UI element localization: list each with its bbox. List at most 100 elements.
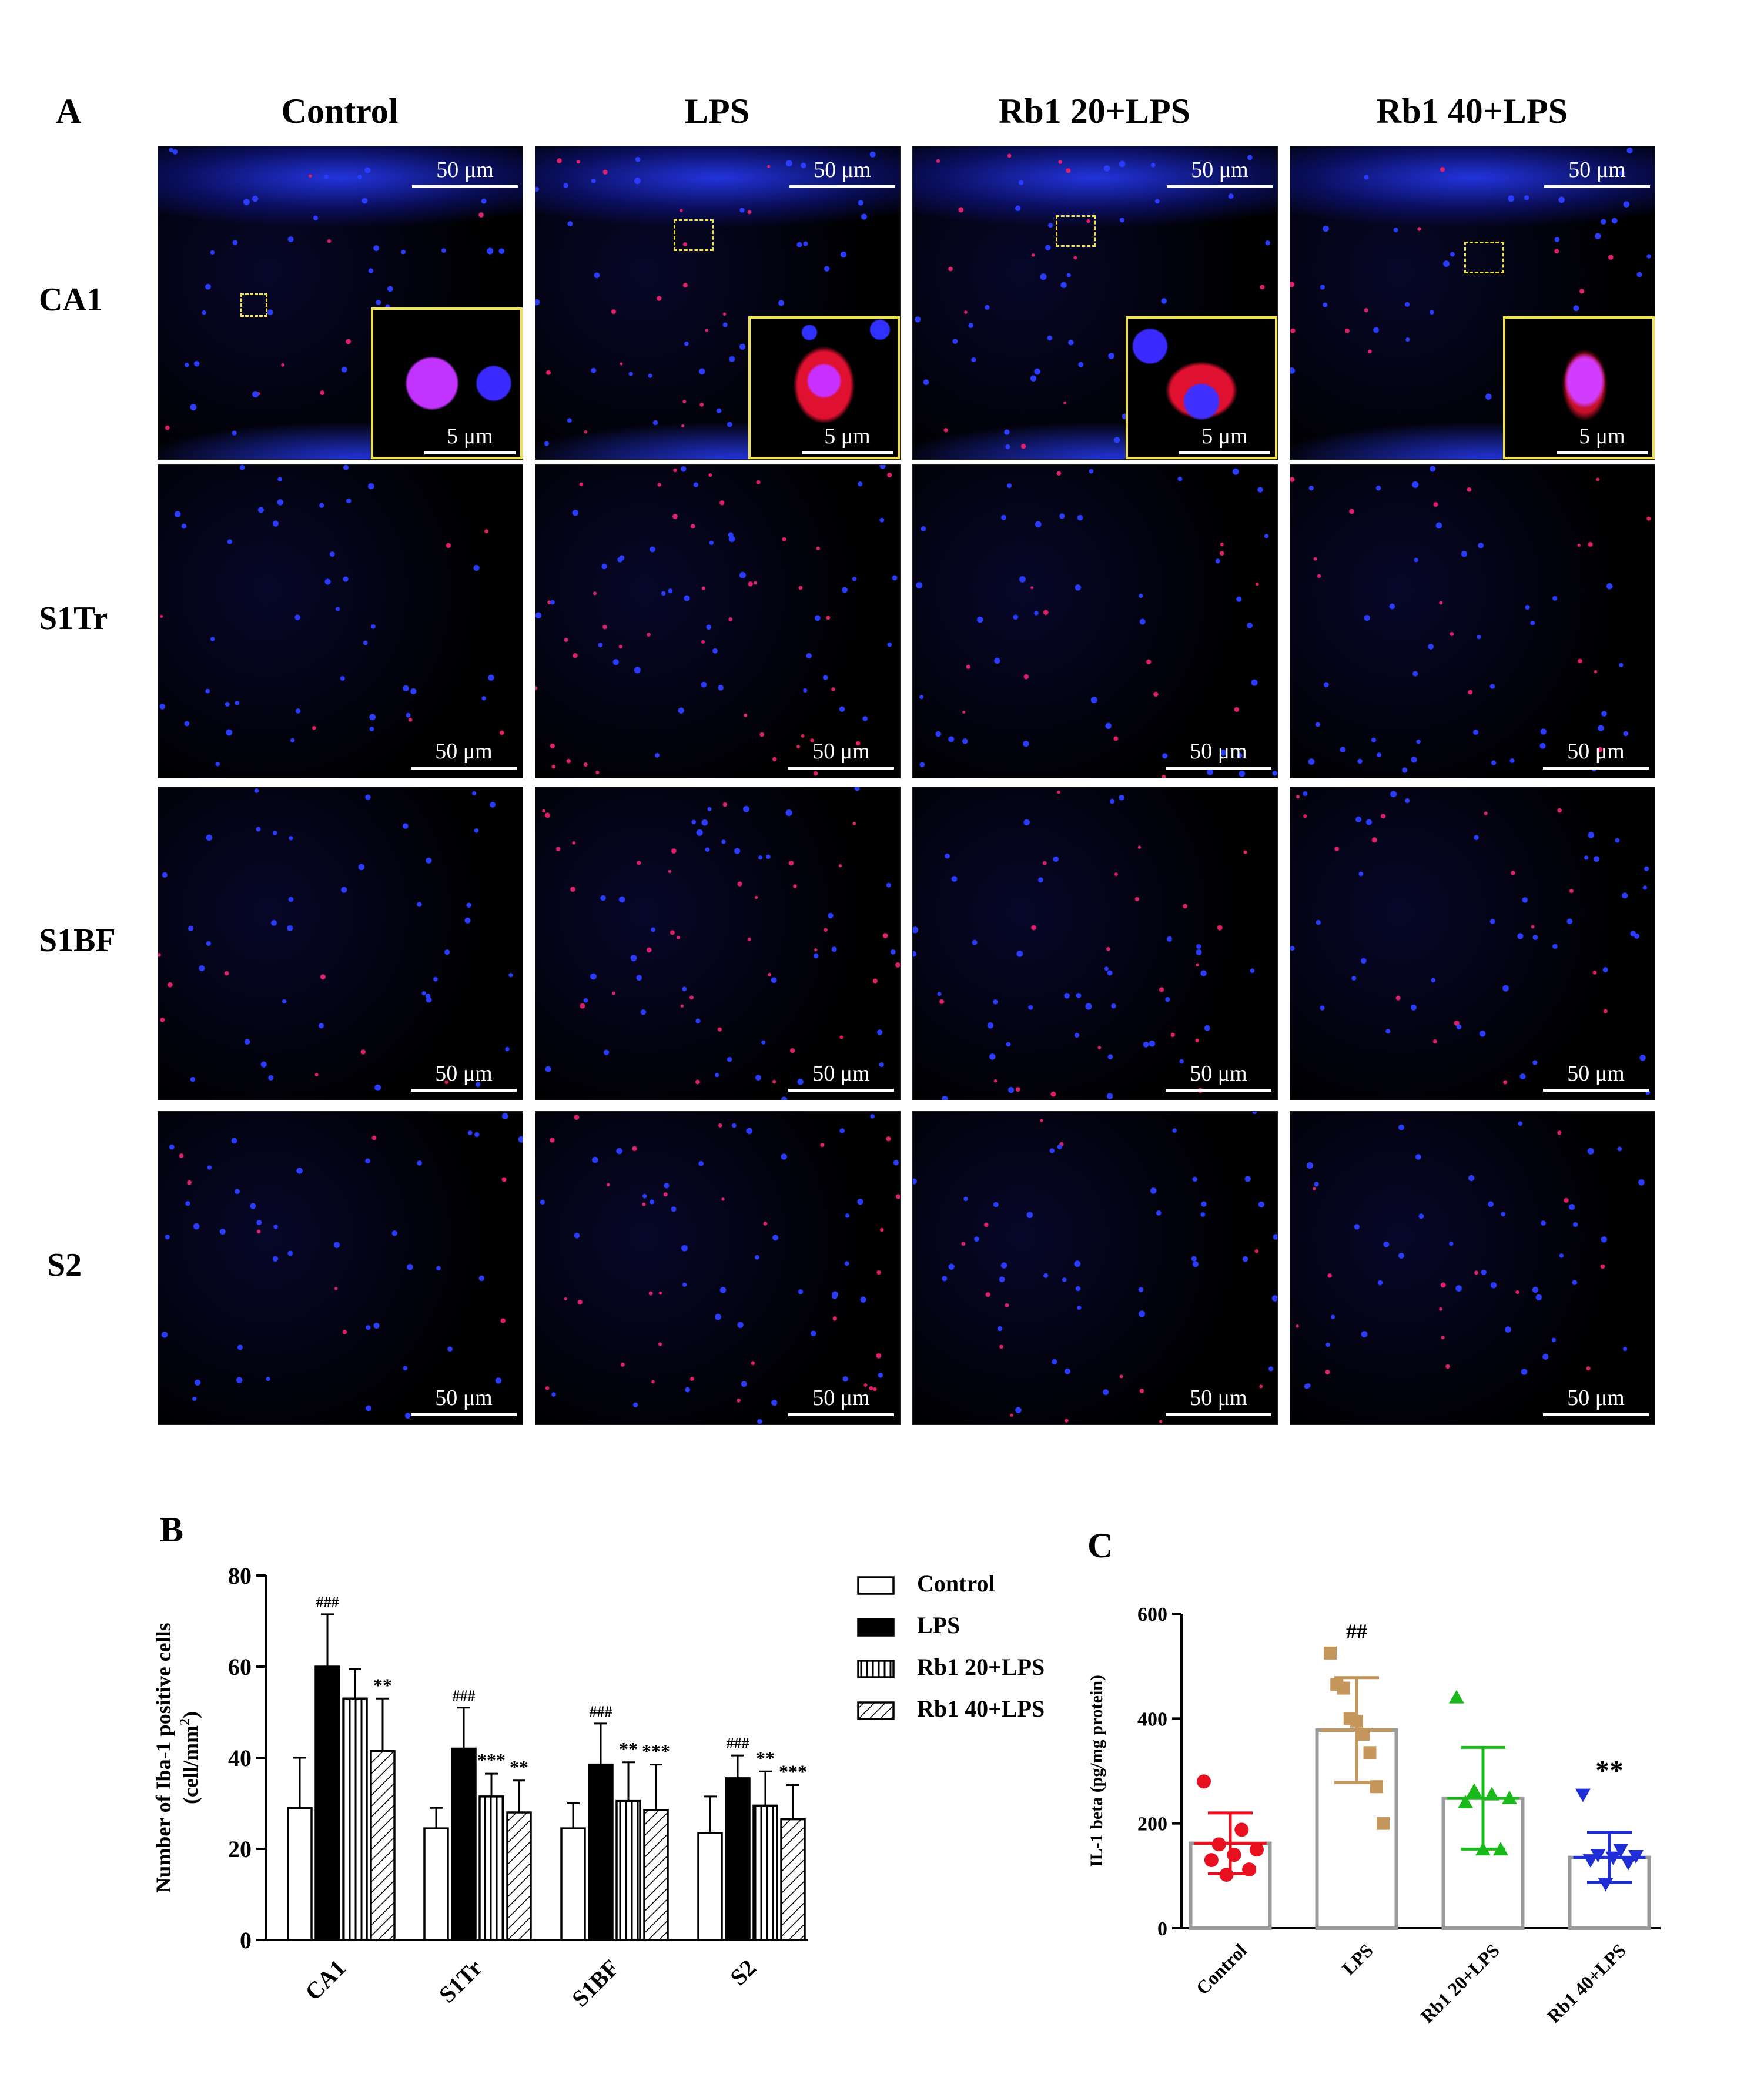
bar — [643, 1809, 669, 1941]
column-header: Rb1 20+LPS — [999, 92, 1190, 131]
data-point — [1575, 1788, 1591, 1802]
scale-bar: 50 μm — [411, 1385, 517, 1416]
bar — [451, 1747, 477, 1941]
scale-bar-inset: 5 μm — [1557, 423, 1648, 454]
micrograph-tile: 50 μm 5 μm — [535, 146, 901, 460]
row-label: S1Tr — [39, 600, 108, 637]
scale-bar: 50 μm — [1543, 1385, 1649, 1416]
data-point — [1227, 1848, 1241, 1862]
data-point — [1234, 1822, 1249, 1837]
data-point — [1590, 1849, 1606, 1863]
micrograph-tile: 50 μm 5 μm — [1290, 146, 1655, 460]
x-tick-label: S2 — [725, 1955, 761, 1991]
significance-mark: ### — [316, 1594, 339, 1611]
micrograph-tile: 50 μm — [1290, 464, 1655, 778]
micrograph-tile: 50 μm — [912, 1111, 1278, 1425]
zoom-inset: 5 μm — [1126, 316, 1277, 459]
scale-bar-inset: 5 μm — [1179, 423, 1270, 454]
data-point — [1598, 1878, 1614, 1892]
chart-iba1-counts: 0 20 40 60 80 Number of Iba-1 positive cells(… — [152, 1563, 1045, 2012]
data-point — [1219, 1868, 1234, 1882]
bar — [370, 1750, 396, 1941]
significance-mark: ### — [727, 1735, 749, 1752]
data-point — [1337, 1681, 1350, 1695]
bar — [287, 1807, 313, 1941]
chart-il1beta: 0 200 400 600 IL-1 beta (pg/mg protein) Contr… — [1087, 1604, 1661, 2027]
zoom-inset: 5 μm — [371, 307, 523, 459]
bar — [780, 1818, 806, 1941]
panel-b-letter: B — [160, 1510, 184, 1549]
column-header: LPS — [684, 92, 750, 131]
micrograph-tile: 50 μm 5 μm — [912, 146, 1278, 460]
data-point — [1475, 1842, 1491, 1856]
data-point — [1605, 1851, 1621, 1865]
legend-label: Control — [917, 1570, 995, 1597]
bar — [615, 1799, 641, 1941]
data-point — [1211, 1837, 1226, 1852]
x-tick-label: Control — [1191, 1939, 1251, 1999]
data-point — [1350, 1714, 1363, 1728]
significance-mark: ## — [1346, 1620, 1367, 1643]
panel-a-letter: A — [56, 92, 82, 131]
bar — [752, 1804, 778, 1941]
data-point — [1467, 1783, 1482, 1797]
x-tick-label: Rb1 40+LPS — [1543, 1939, 1630, 2026]
legend-label: LPS — [917, 1612, 960, 1638]
x-tick-label: S1Tr — [434, 1955, 487, 2008]
micrograph-tile: 50 μm — [912, 464, 1278, 778]
x-tick-label: CA1 — [300, 1955, 351, 2006]
data-point — [1357, 1728, 1370, 1741]
legend-swatch — [857, 1701, 895, 1720]
y-tick-label: 0 — [1157, 1918, 1167, 1940]
y-tick-label: 40 — [228, 1745, 252, 1771]
y-axis-label: Number of Iba-1 positive cells (cell/mm2) — [152, 1623, 202, 1892]
column-header: Rb1 40+LPS — [1376, 92, 1568, 131]
micrograph-tile: 50 μm — [535, 1111, 901, 1425]
data-point — [1242, 1862, 1257, 1877]
row-label: S1BF — [39, 922, 116, 959]
scale-bar: 50 μm — [788, 1385, 894, 1416]
data-point — [1582, 1854, 1598, 1868]
data-point — [1370, 1780, 1383, 1794]
scale-bar: 50 μm — [1166, 1385, 1271, 1416]
data-point — [1502, 1790, 1517, 1804]
micrograph-tile: 50 μm — [1290, 1111, 1655, 1425]
scale-bar: 50 μm — [789, 157, 895, 188]
bar — [423, 1827, 449, 1941]
bar — [342, 1697, 368, 1941]
y-tick-label: 0 — [240, 1927, 252, 1953]
significance-mark: ** — [1595, 1755, 1624, 1787]
significance-mark: ** — [373, 1674, 392, 1695]
significance-mark: *** — [477, 1750, 506, 1771]
significance-mark: ### — [590, 1703, 612, 1720]
scale-bar-inset: 5 μm — [424, 423, 516, 454]
scale-bar: 50 μm — [1167, 157, 1273, 188]
x-tick-label: S1BF — [567, 1955, 624, 2012]
bar — [697, 1832, 723, 1941]
region-of-interest-box — [1464, 242, 1504, 273]
data-point — [1197, 1774, 1211, 1789]
micrograph-tile: 50 μm — [912, 787, 1278, 1100]
micrograph-tile: 50 μm — [158, 787, 523, 1100]
significance-mark: *** — [642, 1741, 670, 1762]
scale-bar: 50 μm — [788, 1061, 894, 1092]
micrograph-tile: 50 μm — [158, 464, 523, 778]
y-tick-label: 400 — [1137, 1708, 1167, 1730]
significance-mark: ### — [453, 1687, 476, 1704]
data-point — [1449, 1690, 1464, 1704]
y-axis-label: IL-1 beta (pg/mg protein) — [1087, 1675, 1106, 1867]
legend-label: Rb1 40+LPS — [917, 1695, 1045, 1722]
scale-bar: 50 μm — [411, 1061, 517, 1092]
scale-bar: 50 μm — [788, 738, 894, 770]
scale-bar: 50 μm — [1166, 738, 1271, 770]
data-point — [1613, 1844, 1629, 1858]
data-point — [1377, 1817, 1390, 1830]
data-point — [1324, 1646, 1337, 1660]
data-point — [1363, 1746, 1377, 1759]
data-point — [1484, 1787, 1499, 1801]
micrograph-tile: 50 μm — [535, 787, 901, 1100]
panel-c-letter: C — [1087, 1526, 1113, 1565]
legend-label: Rb1 20+LPS — [917, 1654, 1045, 1680]
bar — [314, 1665, 340, 1941]
x-tick-label: Rb1 20+LPS — [1417, 1939, 1504, 2026]
